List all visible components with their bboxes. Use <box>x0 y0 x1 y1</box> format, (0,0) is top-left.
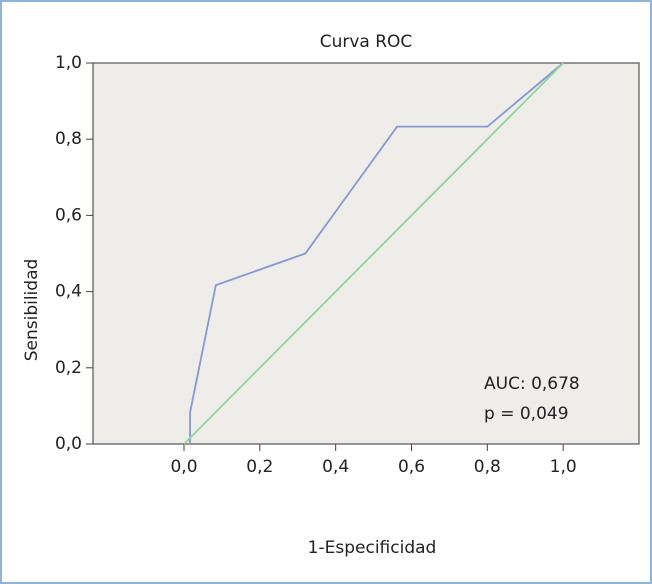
annotation: p = 0,049 <box>484 404 569 424</box>
y-tick-label: 0,4 <box>55 282 82 302</box>
y-tick-label: 0,6 <box>55 205 82 225</box>
x-tick-label: 1,0 <box>550 457 577 477</box>
plot-area <box>92 62 640 445</box>
y-tick-label: 0,8 <box>55 129 82 149</box>
annotation: AUC: 0,678 <box>484 374 580 394</box>
chart-title: Curva ROC <box>320 32 413 52</box>
y-tick-label: 0,2 <box>55 358 82 378</box>
x-tick-label: 0,8 <box>474 457 501 477</box>
x-tick-label: 0,0 <box>170 457 197 477</box>
x-tick-label: 0,4 <box>322 457 349 477</box>
y-tick-label: 0,0 <box>55 434 82 454</box>
x-tick-label: 0,6 <box>398 457 425 477</box>
y-tick-label: 1,0 <box>55 53 82 73</box>
roc-line <box>189 62 564 444</box>
x-tick-label: 0,2 <box>246 457 273 477</box>
roc-line <box>183 62 564 445</box>
y-axis-label: Sensibilidad <box>22 259 42 362</box>
x-axis-label: 1-Especificidad <box>308 538 437 558</box>
